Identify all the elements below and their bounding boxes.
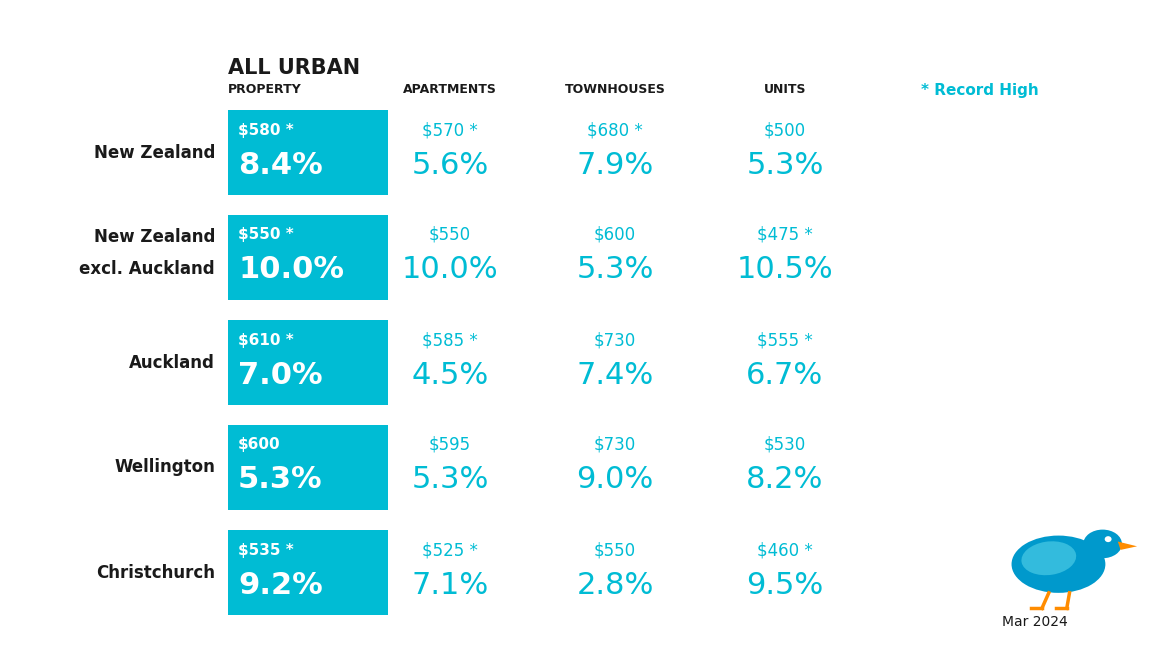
Text: 9.2%: 9.2% <box>238 570 323 599</box>
Circle shape <box>1105 536 1112 542</box>
Text: $730: $730 <box>593 331 636 349</box>
Text: Mar 2024: Mar 2024 <box>1002 615 1068 629</box>
Text: 7.0%: 7.0% <box>238 361 323 389</box>
Text: $600: $600 <box>593 226 636 244</box>
Ellipse shape <box>1083 530 1122 558</box>
Text: $550: $550 <box>429 226 471 244</box>
Polygon shape <box>1118 542 1137 550</box>
Ellipse shape <box>1012 536 1105 593</box>
Text: Wellington: Wellington <box>114 459 215 477</box>
Text: Christchurch: Christchurch <box>95 564 215 581</box>
Text: UNITS: UNITS <box>764 83 806 96</box>
Text: 4.5%: 4.5% <box>412 361 489 389</box>
Text: $475 *: $475 * <box>757 226 813 244</box>
Text: 10.5%: 10.5% <box>737 255 834 284</box>
Text: 5.3%: 5.3% <box>746 151 823 180</box>
Text: 5.3%: 5.3% <box>238 465 323 495</box>
Text: $585 *: $585 * <box>422 331 478 349</box>
Text: * Record High: * Record High <box>921 83 1038 98</box>
Text: $500: $500 <box>764 121 806 139</box>
Text: $680 *: $680 * <box>588 121 643 139</box>
Text: PROPERTY: PROPERTY <box>228 83 301 96</box>
Text: $600: $600 <box>238 438 281 453</box>
Text: $580 *: $580 * <box>238 123 293 137</box>
Text: 9.5%: 9.5% <box>746 570 823 599</box>
Text: 5.3%: 5.3% <box>576 255 653 284</box>
Text: $595: $595 <box>429 436 471 454</box>
Text: $460 *: $460 * <box>757 541 813 559</box>
Text: 10.0%: 10.0% <box>238 255 344 284</box>
Text: $610 *: $610 * <box>238 333 293 347</box>
Text: 7.9%: 7.9% <box>576 151 653 180</box>
Text: $550: $550 <box>593 541 636 559</box>
Text: ALL URBAN: ALL URBAN <box>228 58 360 78</box>
Text: $550 *: $550 * <box>238 227 293 243</box>
Text: 9.0%: 9.0% <box>576 465 653 495</box>
Text: $555 *: $555 * <box>757 331 813 349</box>
Text: 5.3%: 5.3% <box>412 465 489 495</box>
Text: 6.7%: 6.7% <box>746 361 823 389</box>
Ellipse shape <box>1021 541 1076 575</box>
Text: TOWNHOUSES: TOWNHOUSES <box>565 83 666 96</box>
Text: 8.4%: 8.4% <box>238 151 323 180</box>
Text: 2.8%: 2.8% <box>576 570 653 599</box>
Text: 10.0%: 10.0% <box>401 255 498 284</box>
Text: $530: $530 <box>764 436 806 454</box>
Text: $730: $730 <box>593 436 636 454</box>
Text: $535 *: $535 * <box>238 542 293 558</box>
Text: 7.1%: 7.1% <box>412 570 489 599</box>
Text: New Zealand: New Zealand <box>93 143 215 162</box>
Text: New Zealand: New Zealand <box>93 227 215 245</box>
Text: $525 *: $525 * <box>422 541 478 559</box>
Text: 8.2%: 8.2% <box>746 465 823 495</box>
Text: APARTMENTS: APARTMENTS <box>402 83 497 96</box>
Text: $570 *: $570 * <box>422 121 478 139</box>
Text: Auckland: Auckland <box>129 353 215 371</box>
Text: 7.4%: 7.4% <box>576 361 653 389</box>
Text: excl. Auckland: excl. Auckland <box>79 259 215 278</box>
Text: 5.6%: 5.6% <box>412 151 489 180</box>
